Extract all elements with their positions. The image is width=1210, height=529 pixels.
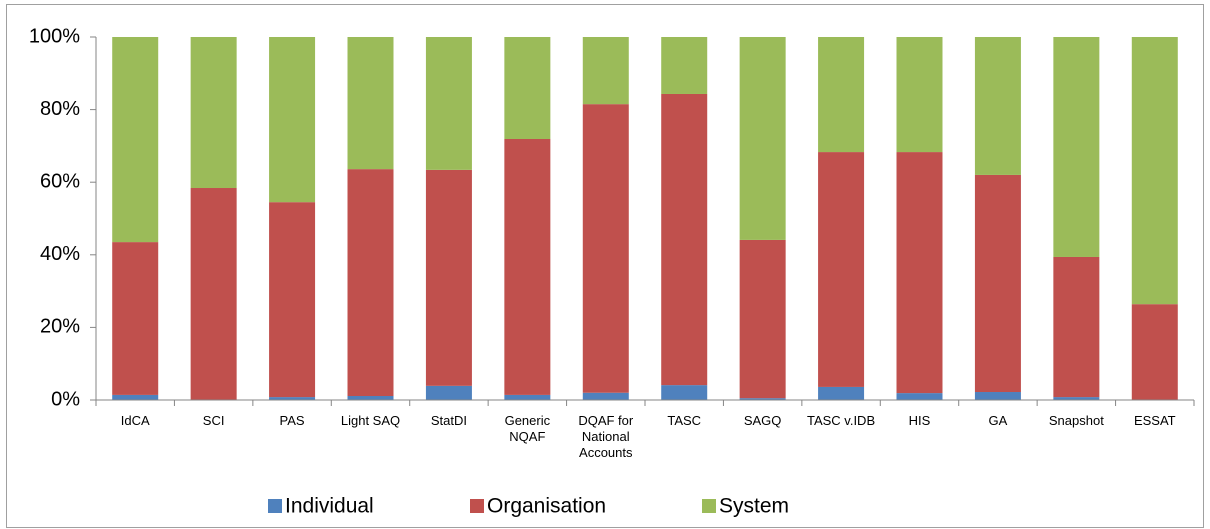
bar-segment — [896, 393, 943, 400]
bar-segment — [661, 385, 708, 400]
bar-segment — [504, 139, 551, 395]
bar-segment — [582, 104, 629, 393]
chart-border — [6, 4, 1204, 528]
bar-segment — [1053, 397, 1100, 400]
y-tick-label: 0% — [51, 388, 80, 410]
bar-segment — [974, 174, 1021, 393]
x-tick-label: StatDI — [430, 413, 467, 428]
bar-segment — [504, 37, 551, 140]
bar-segment — [739, 398, 786, 400]
bar-segment — [661, 93, 708, 386]
legend-swatch — [268, 499, 282, 513]
bar-segment — [739, 239, 786, 399]
bar-segment — [818, 37, 865, 153]
legend-label: Organisation — [487, 495, 606, 518]
bar-segment — [425, 385, 472, 400]
bar-segment — [1053, 37, 1100, 257]
bar-segment — [896, 37, 943, 153]
x-tick-label: PAS — [279, 413, 305, 428]
bar-segment — [347, 169, 394, 397]
x-tick-label: DQAF for National Accounts — [578, 413, 634, 460]
bar-segment — [818, 386, 865, 400]
bar-segment — [269, 397, 316, 400]
legend-label: System — [719, 495, 789, 518]
y-tick-label: 20% — [40, 316, 80, 338]
bar-segment — [112, 37, 159, 243]
bar-segment — [425, 169, 472, 386]
bar-segment — [504, 394, 551, 400]
y-tick-label: 40% — [40, 243, 80, 265]
bar-segment — [425, 37, 472, 170]
x-tick-label: TASC v.IDB — [806, 413, 876, 428]
bar-segment — [582, 392, 629, 400]
bar-segment — [269, 202, 316, 398]
x-tick-label: Light SAQ — [340, 413, 401, 428]
bar-segment — [582, 37, 629, 105]
bar-segment — [190, 188, 237, 400]
bar-segment — [347, 37, 394, 170]
bar-segment — [1053, 256, 1100, 398]
bar-segment — [1131, 37, 1178, 305]
x-tick-label: Generic NQAF — [504, 413, 551, 444]
x-tick-label: SAGQ — [743, 413, 782, 428]
bar-segment — [974, 37, 1021, 175]
bar-segment — [1131, 304, 1178, 400]
bar-segment — [739, 37, 786, 240]
x-tick-label: ESSAT — [1133, 413, 1176, 428]
y-tick-label: 60% — [40, 170, 80, 192]
y-tick-label: 80% — [40, 98, 80, 120]
legend-swatch — [470, 499, 484, 513]
bar-segment — [896, 152, 943, 394]
bar-segment — [269, 37, 316, 203]
bar-segment — [661, 37, 708, 94]
y-tick-label: 100% — [29, 25, 80, 47]
x-tick-label: SCI — [202, 413, 225, 428]
x-tick-label: TASC — [667, 413, 702, 428]
bar-segment — [974, 392, 1021, 400]
bar-segment — [112, 394, 159, 400]
bar-segment — [190, 37, 237, 189]
x-tick-label: IdCA — [120, 413, 150, 428]
bar-segment — [347, 396, 394, 400]
x-tick-label: HIS — [908, 413, 931, 428]
x-tick-label: Snapshot — [1048, 413, 1104, 428]
x-tick-label: GA — [988, 413, 1008, 428]
bar-segment — [818, 152, 865, 387]
legend-label: Individual — [285, 495, 374, 518]
legend-swatch — [702, 499, 716, 513]
bar-segment — [112, 242, 159, 395]
